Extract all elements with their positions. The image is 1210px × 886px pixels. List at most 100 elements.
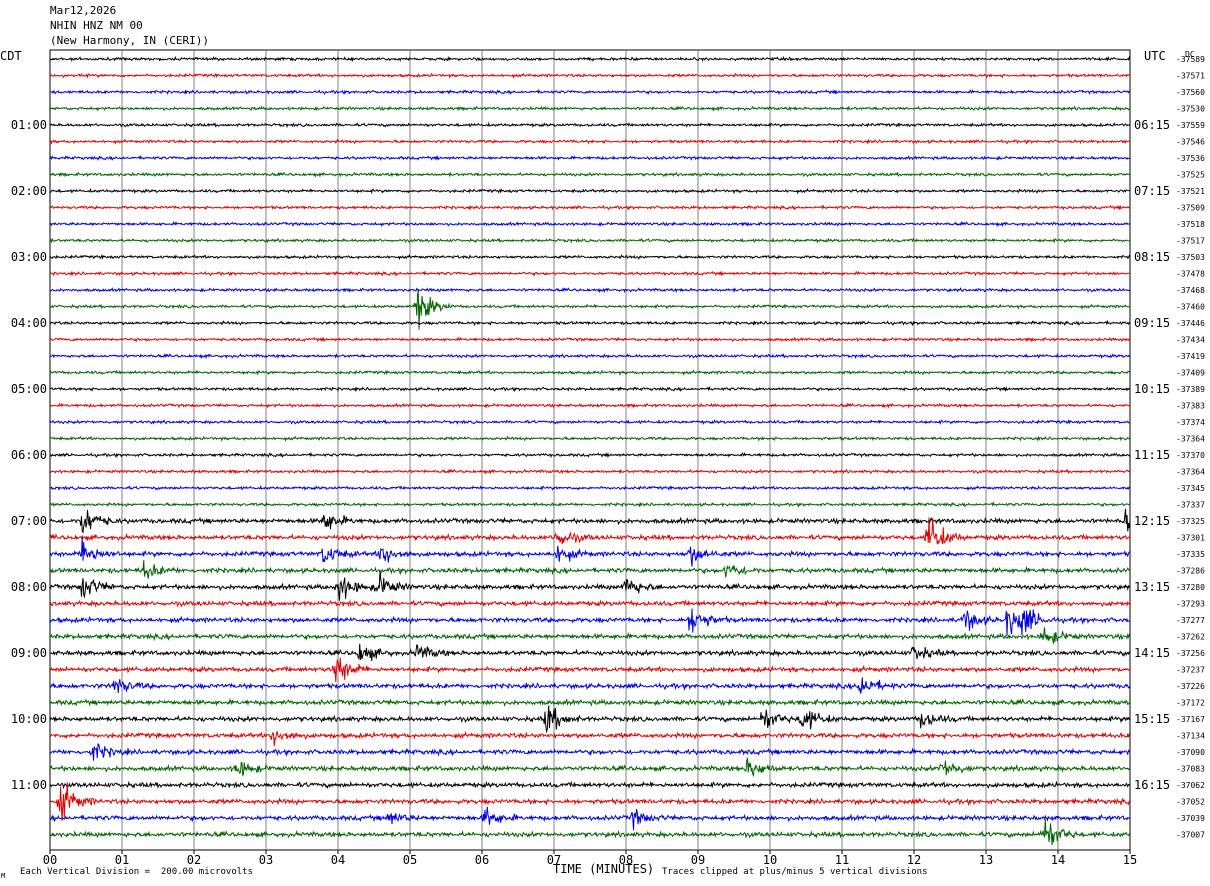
- axis-label-group: 00 01 02 03 04 05 06 07 08 09 10 11 12 13 14 15 -37589 -3…: [11, 55, 1205, 867]
- dc-offset-label: -37345: [1176, 484, 1205, 493]
- x-tick-label: 05: [403, 853, 417, 867]
- seismic-trace: [49, 254, 1131, 261]
- x-tick-label: 07: [547, 853, 561, 867]
- dc-offset-label: -37370: [1176, 451, 1205, 460]
- seismic-trace: [49, 288, 1131, 330]
- seismic-trace: [49, 451, 1131, 459]
- dc-offset-label: -37517: [1176, 237, 1205, 246]
- dc-unit-label: DC: [1185, 50, 1195, 59]
- seismic-trace: [49, 88, 1131, 96]
- dc-offset-label: -37530: [1176, 105, 1205, 114]
- dc-offset-label: -37083: [1176, 765, 1205, 774]
- seismic-trace: [49, 517, 1131, 545]
- cdt-hour-label: 04:00: [11, 316, 47, 330]
- utc-hour-label: 11:15: [1134, 448, 1170, 462]
- dc-offset-label: -37226: [1176, 682, 1205, 691]
- corner-mark: M: [1, 872, 6, 880]
- dc-offset-label: -37286: [1176, 567, 1205, 576]
- station-label: NHIN HNZ NM 00: [50, 19, 143, 32]
- dc-offset-label: -37062: [1176, 781, 1205, 790]
- x-tick-label: 10: [763, 853, 777, 867]
- dc-offset-label: -37536: [1176, 154, 1205, 163]
- seismic-trace: [49, 55, 1131, 63]
- seismic-trace: [49, 705, 1131, 734]
- x-tick-label: 09: [691, 853, 705, 867]
- dc-offset-label: -37090: [1176, 748, 1205, 757]
- cdt-hour-label: 05:00: [11, 382, 47, 396]
- cdt-hour-label: 10:00: [11, 712, 47, 726]
- dc-offset-label: -37052: [1176, 798, 1205, 807]
- dc-offset-label: -37509: [1176, 204, 1205, 213]
- dc-offset-label: -37167: [1176, 715, 1205, 724]
- utc-hour-label: 13:15: [1134, 580, 1170, 594]
- x-tick-label: 01: [115, 853, 129, 867]
- seismic-trace: [49, 336, 1131, 343]
- dc-offset-label: -37559: [1176, 121, 1205, 130]
- dc-offset-label: -37172: [1176, 699, 1205, 708]
- dc-offset-label: -37280: [1176, 583, 1205, 592]
- seismic-trace: [49, 782, 1131, 821]
- dc-offset-label: -37521: [1176, 187, 1205, 196]
- grid-lines: [49, 49, 1131, 851]
- seismic-trace: [49, 627, 1131, 644]
- seismic-trace: [49, 402, 1131, 409]
- dc-offset-label: -37468: [1176, 286, 1205, 295]
- location-label: (New Harmony, IN (CERI)): [50, 34, 209, 47]
- vertical-division-note: Each Vertical Division = 200.00 microvol…: [20, 867, 253, 877]
- x-tick-label: 08: [619, 853, 633, 867]
- seismic-trace: [49, 643, 1131, 662]
- date-label: Mar12,2026: [50, 4, 117, 17]
- x-tick-label: 00: [43, 853, 57, 867]
- seismic-trace: [49, 72, 1131, 79]
- cdt-hour-label: 02:00: [11, 184, 47, 198]
- seismic-trace: [49, 369, 1131, 376]
- utc-hour-label: 08:15: [1134, 250, 1170, 264]
- seismic-trace: [49, 418, 1131, 426]
- x-tick-label: 15: [1123, 853, 1137, 867]
- dc-offset-label: -37039: [1176, 814, 1205, 823]
- cdt-hour-label: 07:00: [11, 514, 47, 528]
- dc-offset-label: -37007: [1176, 831, 1205, 840]
- seismic-trace: [49, 220, 1131, 228]
- right-timezone-label: UTC: [1144, 49, 1166, 63]
- dc-offset-label: -37262: [1176, 633, 1205, 642]
- seismic-trace: [49, 657, 1131, 682]
- seismic-trace: [49, 537, 1131, 567]
- dc-offset-label: -37434: [1176, 336, 1205, 345]
- dc-offset-label: -37560: [1176, 88, 1205, 97]
- dc-offset-label: -37337: [1176, 501, 1205, 510]
- seismic-trace: [49, 286, 1131, 294]
- seismic-trace: [49, 468, 1131, 475]
- dc-offset-label: -37589: [1176, 55, 1205, 64]
- trace-group: [49, 55, 1131, 846]
- seismic-trace: [49, 435, 1131, 442]
- dc-offset-label: -37374: [1176, 418, 1205, 427]
- dc-offset-label: -37335: [1176, 550, 1205, 559]
- x-axis-title: TIME (MINUTES): [553, 862, 655, 876]
- dc-offset-label: -37256: [1176, 649, 1205, 658]
- seismic-trace: [49, 501, 1131, 508]
- seismic-trace: [49, 508, 1131, 534]
- seismic-trace: [49, 237, 1131, 244]
- dc-offset-label: -37301: [1176, 534, 1205, 543]
- seismic-trace: [49, 818, 1131, 846]
- dc-offset-label: -37546: [1176, 138, 1205, 147]
- utc-hour-label: 14:15: [1134, 646, 1170, 660]
- x-tick-label: 02: [187, 853, 201, 867]
- seismic-trace: [49, 171, 1131, 178]
- x-tick-label: 13: [979, 853, 993, 867]
- x-tick-label: 12: [907, 853, 921, 867]
- seismic-trace: [49, 187, 1131, 195]
- seismic-trace: [49, 757, 1131, 778]
- cdt-hour-label: 03:00: [11, 250, 47, 264]
- seismic-trace: [49, 608, 1131, 637]
- x-tick-label: 03: [259, 853, 273, 867]
- x-tick-label: 06: [475, 853, 489, 867]
- seismic-trace: [49, 806, 1131, 831]
- seismic-trace: [49, 560, 1131, 579]
- dc-offset-label: -37503: [1176, 253, 1205, 262]
- left-timezone-label: CDT: [0, 49, 22, 63]
- seismic-trace: [49, 484, 1131, 492]
- x-tick-label: 11: [835, 853, 849, 867]
